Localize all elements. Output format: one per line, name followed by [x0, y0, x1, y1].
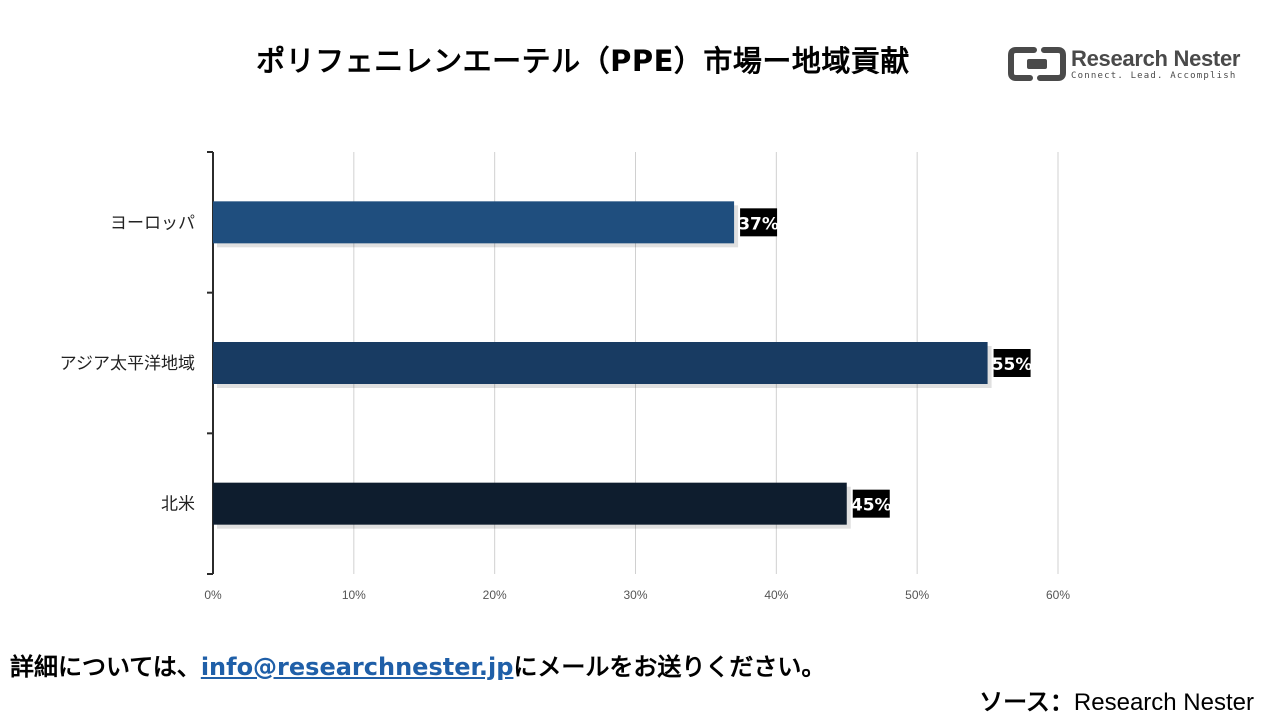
category-label: ヨーロッパ [110, 213, 195, 233]
footer-contact: 詳細については、info@researchnester.jpにメールをお送りくだ… [10, 647, 825, 682]
footer-suffix: にメールをお送りください。 [513, 653, 826, 681]
bar-chart: 0% 10% 20% 30% 40% 50% 60% ヨーロッパ 37% アジア太平洋地域 55% 北… [60, 151, 1070, 602]
x-tick-label: 60% [1046, 588, 1070, 602]
x-tick-label: 40% [764, 588, 788, 602]
source-label: ソース： [979, 688, 1074, 716]
bar [213, 482, 847, 525]
data-label-box [852, 489, 890, 518]
category-label: 北米 [161, 495, 195, 515]
data-label-box [740, 208, 778, 237]
x-tick-label: 50% [905, 588, 929, 602]
category-label: アジア太平洋地域 [60, 354, 195, 374]
logo-name: Research Nester [1071, 46, 1241, 71]
contact-email-link[interactable]: info@researchnester.jp [200, 653, 514, 681]
x-tick-label: 20% [483, 588, 507, 602]
data-label: 45% [851, 496, 892, 516]
x-tick-label: 10% [342, 588, 366, 602]
research-nester-logo-icon [1008, 47, 1066, 81]
footer-prefix: 詳細については、 [10, 653, 201, 681]
x-tick-label: 30% [623, 588, 647, 602]
logo-tagline: Connect. Lead. Accomplish [1071, 71, 1237, 81]
source-value: Research Nester [1073, 689, 1254, 716]
source-credit: ソース：Research Nester [979, 682, 1254, 717]
bar [213, 342, 988, 384]
bar [213, 201, 735, 244]
x-tick-label: 0% [204, 588, 222, 602]
data-label: 37% [738, 214, 779, 234]
data-label: 55% [992, 355, 1033, 375]
data-label-box [993, 349, 1031, 377]
chart-title: ポリフェニレンエーテル（PPE）市場ー地域貢献 [256, 44, 910, 78]
research-nester-logo: Research Nester Connect. Lead. Accomplis… [1008, 44, 1241, 84]
